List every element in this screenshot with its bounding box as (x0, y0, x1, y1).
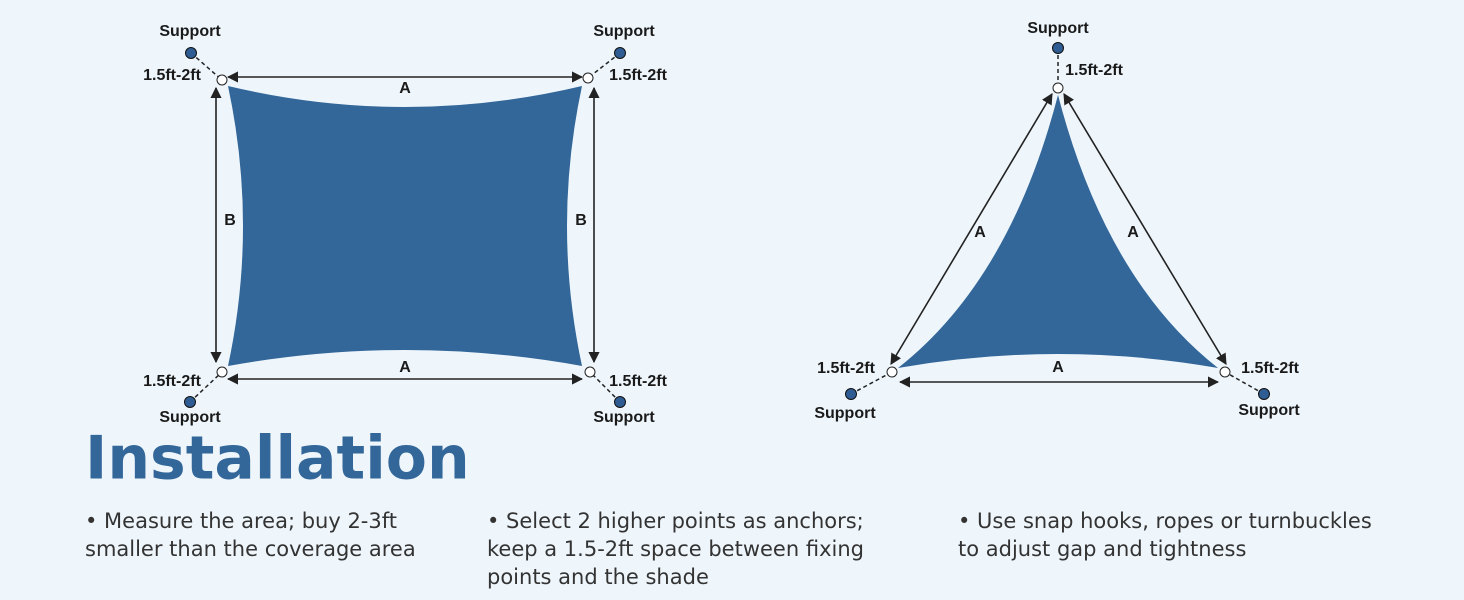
gap-label: 1.5ft-2ft (1241, 360, 1299, 377)
edge-label: B (224, 212, 236, 229)
title: Installation (85, 424, 470, 494)
instruction-line: • Measure the area; buy 2-3ft (85, 509, 397, 533)
gap-label: 1.5ft-2ft (817, 360, 875, 377)
instruction-line: • Select 2 higher points as anchors; (487, 509, 864, 533)
instruction-line: to adjust gap and tightness (958, 537, 1246, 561)
support-label: Support (1238, 402, 1300, 419)
gap-label: 1.5ft-2ft (1065, 62, 1123, 79)
rectangle-sail (228, 86, 582, 366)
gap-label: 1.5ft-2ft (143, 67, 201, 84)
support-label: Support (814, 405, 876, 422)
gap-label: 1.5ft-2ft (143, 373, 201, 390)
rect-dimensions (184, 47, 626, 408)
edge-label: A (1127, 224, 1139, 241)
triangle-dimensions (845, 42, 1270, 400)
edge-label: A (974, 224, 986, 241)
support-label: Support (159, 23, 221, 40)
gap-label: 1.5ft-2ft (609, 67, 667, 84)
instruction-line: points and the shade (487, 565, 709, 589)
edge-label: A (399, 359, 411, 376)
support-label: Support (1027, 20, 1089, 37)
instruction-line: • Use snap hooks, ropes or turnbuckles (958, 509, 1372, 533)
instruction-line: keep a 1.5-2ft space between fixing (487, 537, 864, 561)
edge-label: A (1052, 359, 1064, 376)
support-label: Support (159, 409, 221, 426)
edge-label: A (399, 80, 411, 97)
instruction-line: smaller than the coverage area (85, 537, 416, 561)
support-label: Support (593, 23, 655, 40)
edge-label: B (575, 212, 587, 229)
support-label: Support (593, 409, 655, 426)
gap-label: 1.5ft-2ft (609, 373, 667, 390)
